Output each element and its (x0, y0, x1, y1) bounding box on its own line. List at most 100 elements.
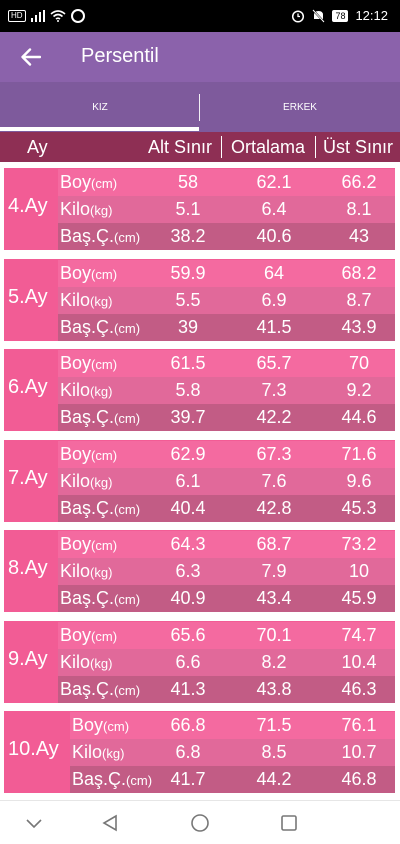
circle-home-icon (191, 814, 209, 832)
value-upper: 10.4 (341, 652, 377, 672)
app-bar: Persentil (0, 32, 400, 82)
row-label-text: Baş.Ç. (60, 679, 115, 699)
value-lower: 64.3 (170, 534, 206, 554)
row-label-unit: (cm) (126, 773, 153, 788)
row-label-text: Boy (60, 353, 92, 373)
nav-home-button[interactable] (188, 811, 212, 835)
status-right: 78 12:12 (291, 8, 388, 23)
chevron-down-icon (26, 819, 42, 829)
row-label-text: Baş.Ç. (60, 498, 115, 518)
value-average: 64 (263, 263, 285, 283)
value-upper: 45.3 (341, 498, 377, 518)
value-average: 67.3 (256, 444, 292, 464)
row-label-unit: (cm) (91, 357, 118, 372)
measurement-row-kilo: Kilo(kg) 6.8 8.5 10.7 (70, 739, 395, 766)
row-label-unit: (kg) (90, 294, 113, 309)
measurement-row-kilo: Kilo(kg) 6.1 7.6 9.6 (58, 468, 395, 495)
header-separator (221, 136, 222, 158)
measurement-row-bas: Baş.Ç.(cm) 38.2 40.6 43 (58, 223, 395, 250)
measurement-row-bas: Baş.Ç.(cm) 39 41.5 43.9 (58, 314, 395, 341)
row-label-text: Boy (60, 172, 92, 192)
value-lower: 6.1 (175, 471, 201, 491)
row-label-unit: (cm) (91, 448, 118, 463)
row-label: Kilo(kg) (60, 652, 112, 673)
tab-erkek[interactable]: ERKEK (200, 82, 400, 132)
row-label: Boy(cm) (60, 625, 117, 646)
measurement-row-bas: Baş.Ç.(cm) 41.3 43.8 46.3 (58, 676, 395, 703)
row-label: Baş.Ç.(cm) (60, 679, 140, 700)
tab-divider (199, 94, 200, 121)
month-block: 8.Ay Boy(cm) 64.3 68.7 73.2 Kilo(kg) 6.3 7.9 10 B… (4, 530, 395, 612)
value-lower: 62.9 (170, 444, 206, 464)
value-average: 8.5 (261, 742, 287, 762)
row-label-text: Kilo (60, 199, 91, 219)
hd-badge: HD (8, 10, 26, 22)
row-label-unit: (cm) (114, 230, 141, 245)
row-label-text: Baş.Ç. (60, 407, 115, 427)
value-upper: 43.9 (341, 317, 377, 337)
value-upper: 10 (348, 561, 370, 581)
nav-hide-button[interactable] (22, 811, 46, 835)
row-label-unit: (cm) (91, 538, 118, 553)
nav-recent-button[interactable] (277, 811, 301, 835)
tab-bar: KIZ ERKEK (0, 82, 400, 132)
row-label-text: Baş.Ç. (60, 588, 115, 608)
measurement-row-kilo: Kilo(kg) 6.3 7.9 10 (58, 558, 395, 585)
row-label-unit: (cm) (114, 321, 141, 336)
row-label: Boy(cm) (60, 444, 117, 465)
tab-kiz-label: KIZ (92, 101, 108, 113)
row-label: Boy(cm) (60, 263, 117, 284)
value-lower: 5.5 (175, 290, 201, 310)
month-block: 4.Ay Boy(cm) 58 62.1 66.2 Kilo(kg) 5.1 6.4 8.1 Ba… (4, 168, 395, 250)
month-label: 9.Ay (8, 648, 48, 670)
row-label-unit: (cm) (103, 719, 130, 734)
row-label-text: Kilo (60, 652, 91, 672)
value-average: 8.2 (261, 652, 287, 672)
row-label-unit: (kg) (90, 565, 113, 580)
row-label-text: Baş.Ç. (72, 769, 127, 789)
nav-back-button[interactable] (98, 811, 122, 835)
value-lower: 39 (177, 317, 199, 337)
status-bar: HD 78 12:12 (0, 0, 400, 32)
row-label: Kilo(kg) (60, 380, 112, 401)
header-lower-limit: Alt Sınır (147, 137, 213, 157)
value-upper: 76.1 (341, 715, 377, 735)
measurement-row-boy: Boy(cm) 58 62.1 66.2 (58, 169, 395, 196)
value-lower: 59.9 (170, 263, 206, 283)
measurement-row-bas: Baş.Ç.(cm) 39.7 42.2 44.6 (58, 404, 395, 431)
value-average: 41.5 (256, 317, 292, 337)
measurement-row-bas: Baş.Ç.(cm) 41.7 44.2 46.8 (70, 766, 395, 793)
measurement-row-bas: Baş.Ç.(cm) 40.4 42.8 45.3 (58, 495, 395, 522)
tab-kiz[interactable]: KIZ (0, 82, 200, 132)
value-upper: 73.2 (341, 534, 377, 554)
row-label: Kilo(kg) (60, 290, 112, 311)
month-label: 6.Ay (8, 376, 48, 398)
alarm-icon (292, 9, 305, 23)
value-upper: 44.6 (341, 407, 377, 427)
value-average: 6.4 (261, 199, 287, 219)
battery-indicator: 78 (332, 9, 349, 22)
month-block: 9.Ay Boy(cm) 65.6 70.1 74.7 Kilo(kg) 6.6 8.2 10.… (4, 621, 395, 703)
value-average: 7.6 (261, 471, 287, 491)
value-average: 43.4 (256, 588, 292, 608)
row-label-text: Boy (60, 263, 92, 283)
row-label-text: Kilo (60, 290, 91, 310)
row-label-unit: (kg) (90, 384, 113, 399)
row-label: Boy(cm) (60, 534, 117, 555)
value-upper: 74.7 (341, 625, 377, 645)
value-average: 62.1 (256, 172, 292, 192)
value-upper: 9.6 (346, 471, 372, 491)
measurement-row-boy: Boy(cm) 62.9 67.3 71.6 (58, 441, 395, 468)
month-label: 4.Ay (8, 195, 48, 217)
value-lower: 5.1 (175, 199, 201, 219)
header-upper-limit: Üst Sınır (322, 137, 393, 157)
row-label-unit: (cm) (114, 683, 141, 698)
measurement-row-boy: Boy(cm) 64.3 68.7 73.2 (58, 531, 395, 558)
row-label: Kilo(kg) (60, 471, 112, 492)
value-lower: 39.7 (170, 407, 206, 427)
back-button[interactable] (14, 40, 48, 74)
value-upper: 8.7 (346, 290, 372, 310)
row-label-text: Boy (60, 444, 92, 464)
page-title: Persentil (81, 45, 159, 67)
value-upper: 46.3 (341, 679, 377, 699)
